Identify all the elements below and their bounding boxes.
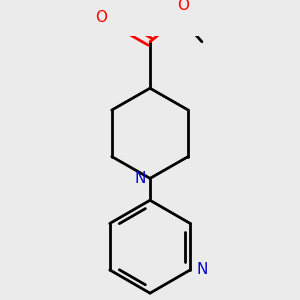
Text: N: N bbox=[134, 171, 146, 186]
Text: O: O bbox=[177, 0, 189, 13]
Text: O: O bbox=[95, 10, 107, 25]
Text: N: N bbox=[196, 262, 208, 278]
